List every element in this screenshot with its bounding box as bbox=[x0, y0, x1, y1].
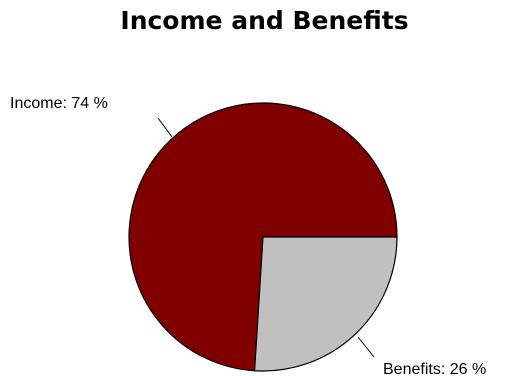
pie-slice-benefits bbox=[253, 236, 398, 372]
leader-line-income bbox=[157, 117, 173, 138]
leader-line-benefits bbox=[357, 336, 375, 358]
chart-title: Income and Benefits bbox=[120, 6, 409, 35]
slice-label-benefits: Benefits: 26 % bbox=[383, 361, 486, 376]
slice-label-income: Income: 74 % bbox=[10, 95, 108, 112]
